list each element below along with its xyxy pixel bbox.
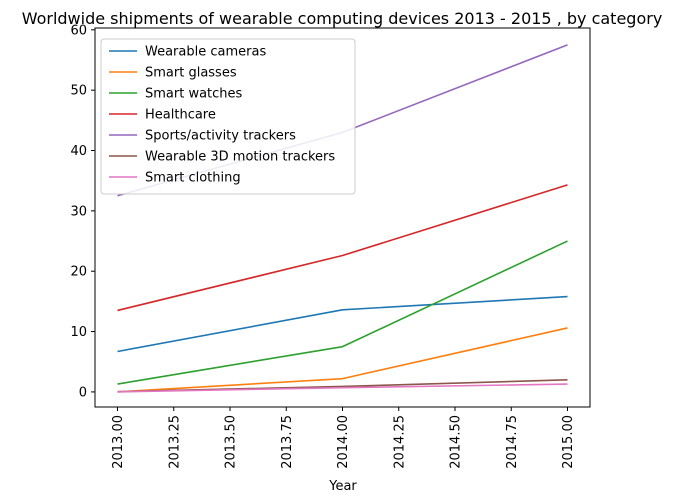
series-line-1 — [117, 327, 568, 393]
series-line-0 — [117, 295, 568, 353]
legend-label: Wearable 3D motion trackers — [145, 150, 335, 165]
series-line-3 — [117, 184, 568, 312]
y-tick-label: 30 — [70, 204, 87, 219]
y-tick-label: 40 — [70, 144, 87, 159]
y-tick-label: 20 — [70, 265, 87, 280]
series-line-2 — [117, 240, 568, 385]
legend-label: Wearable cameras — [145, 45, 266, 60]
x-tick-label: 2015.00 — [561, 415, 576, 469]
y-tick-label: 0 — [79, 385, 87, 400]
y-tick-label: 50 — [70, 84, 87, 99]
x-tick-label: 2014.75 — [505, 415, 520, 469]
legend: Wearable cameras Smart glasses Smart watch… — [100, 38, 356, 195]
x-tick-label: 2014.50 — [449, 415, 464, 469]
legend-label: Smart glasses — [145, 66, 237, 81]
y-axis: 0 10 20 30 40 50 60 — [70, 23, 95, 400]
legend-box — [100, 38, 356, 195]
legend-label: Smart clothing — [145, 171, 241, 186]
chart-title: Worldwide shipments of wearable computin… — [22, 9, 663, 28]
x-tick-label: 2013.00 — [111, 415, 126, 469]
legend-label: Sports/activity trackers — [145, 129, 296, 144]
legend-label: Healthcare — [145, 108, 216, 123]
y-tick-label: 60 — [70, 23, 87, 38]
x-tick-label: 2014.00 — [336, 415, 351, 469]
x-axis-label: Year — [328, 479, 357, 494]
x-tick-label: 2013.75 — [280, 415, 295, 469]
x-tick-label: 2013.50 — [224, 415, 239, 469]
x-axis: 2013.00 2013.25 2013.50 2013.75 2014.00 2014.… — [111, 407, 576, 469]
x-tick-label: 2014.25 — [392, 415, 407, 469]
series-line-6 — [117, 383, 568, 393]
x-tick-label: 2013.25 — [167, 415, 182, 469]
y-tick-label: 10 — [70, 325, 87, 340]
legend-label: Smart watches — [145, 87, 243, 102]
